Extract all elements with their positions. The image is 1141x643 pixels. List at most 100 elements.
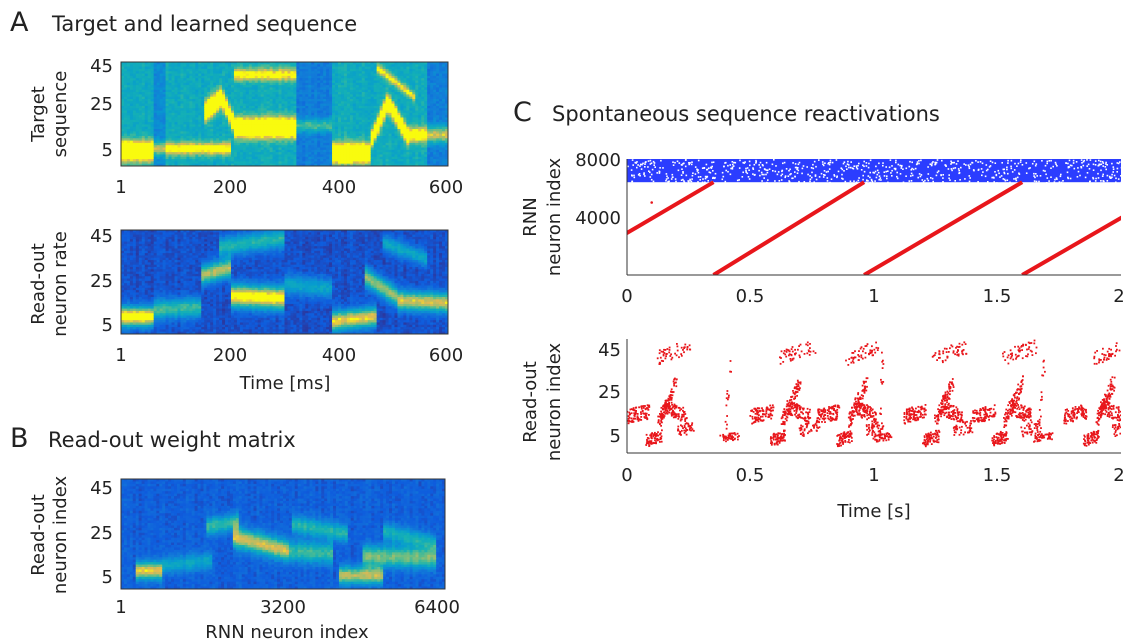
- heatmap-cell: [132, 115, 137, 119]
- heatmap-cell: [126, 85, 131, 89]
- heatmap-cell: [195, 71, 199, 75]
- heatmap-cell: [379, 85, 384, 89]
- heatmap-cell: [183, 115, 187, 119]
- heatmap-cell: [418, 115, 422, 119]
- heatmap-cell: [180, 62, 185, 65]
- heatmap-cell: [391, 103, 396, 107]
- heatmap-cell: [311, 108, 315, 112]
- heatmap-cell: [242, 163, 247, 166]
- heatmap-cell: [222, 112, 226, 116]
- heatmap-cell: [358, 75, 363, 79]
- heatmap-cell: [338, 133, 342, 137]
- heatmap-cell: [180, 101, 185, 105]
- heatmap-cell: [159, 66, 164, 70]
- heatmap-cell: [415, 115, 419, 119]
- heatmap-cell: [153, 64, 158, 68]
- heatmap-cell: [415, 119, 419, 123]
- heatmap-cell: [153, 108, 158, 112]
- heatmap-cell: [302, 133, 306, 137]
- heatmap-cell: [323, 122, 327, 125]
- heatmap-cell: [266, 119, 271, 123]
- heatmap-cell: [388, 147, 393, 151]
- heatmap-cell: [329, 117, 333, 121]
- heatmap-cell: [406, 96, 410, 100]
- heatmap-cell: [382, 78, 387, 82]
- heatmap-cell: [269, 126, 274, 130]
- heatmap-cell: [388, 82, 393, 86]
- heatmap-cell: [338, 103, 342, 107]
- heatmap-cell: [418, 149, 422, 153]
- heatmap-cell: [251, 115, 256, 119]
- heatmap-cell: [260, 73, 265, 77]
- heatmap-cell: [403, 152, 407, 156]
- heatmap-cell: [320, 152, 324, 156]
- heatmap-cell: [141, 159, 146, 162]
- heatmap-cell: [121, 234, 125, 238]
- heatmap-cell: [162, 68, 167, 72]
- heatmap-cell: [135, 161, 140, 165]
- heatmap-cell: [379, 133, 384, 137]
- heatmap-cell: [186, 161, 190, 165]
- heatmap-cell: [263, 89, 268, 93]
- heatmap-cell: [349, 108, 354, 112]
- heatmap-cell: [355, 78, 360, 82]
- heatmap-cell: [272, 82, 277, 86]
- heatmap-cell: [228, 68, 232, 72]
- heatmap-cell: [433, 115, 437, 119]
- heatmap-cell: [364, 87, 369, 91]
- heatmap-cell: [299, 105, 303, 109]
- heatmap-cell: [245, 105, 250, 109]
- heatmap-cell: [121, 283, 125, 287]
- heatmap-cell: [305, 66, 309, 70]
- heatmap-cell: [445, 135, 448, 139]
- heatmap-cell: [201, 156, 205, 160]
- heatmap-cell: [254, 92, 259, 95]
- heatmap-cell: [424, 73, 428, 77]
- heatmap-cell: [311, 133, 315, 137]
- heatmap-cell: [219, 131, 223, 135]
- heatmap-cell: [156, 122, 161, 125]
- heatmap-cell: [433, 66, 437, 70]
- heatmap-cell: [421, 62, 425, 65]
- heatmap-cell: [373, 94, 378, 98]
- heatmap-cell: [293, 80, 297, 84]
- heatmap-cell: [263, 66, 268, 70]
- heatmap-cell: [379, 163, 384, 166]
- heatmap-cell: [409, 154, 413, 158]
- heatmap-cell: [332, 124, 336, 128]
- heatmap-cell: [257, 147, 262, 151]
- heatmap-cell: [153, 129, 158, 132]
- heatmap-cell: [421, 131, 425, 135]
- heatmap-cell: [213, 156, 217, 160]
- heatmap-cell: [367, 82, 372, 86]
- heatmap-cell: [132, 119, 137, 123]
- heatmap-cell: [370, 62, 375, 65]
- heatmap-cell: [367, 135, 372, 139]
- heatmap-cell: [219, 101, 223, 105]
- heatmap-cell: [147, 163, 152, 166]
- heatmap-cell: [168, 112, 173, 116]
- heatmap-cell: [263, 110, 268, 114]
- heatmap-cell: [239, 110, 244, 114]
- heatmap-cell: [189, 122, 193, 125]
- heatmap-cell: [409, 89, 413, 93]
- heatmap-cell: [278, 108, 283, 112]
- heatmap-cell: [299, 71, 303, 75]
- heatmap-cell: [263, 105, 268, 109]
- heatmap-cell: [201, 154, 205, 158]
- heatmap-cell: [296, 73, 300, 77]
- heatmap-cell: [230, 156, 235, 160]
- heatmap-cell: [311, 80, 315, 84]
- heatmap-cell: [320, 85, 324, 89]
- heatmap-cell: [159, 163, 164, 166]
- heatmap-cell: [121, 75, 125, 79]
- heatmap-cell: [442, 115, 446, 119]
- heatmap-cell: [278, 133, 283, 137]
- heatmap-cell: [129, 66, 134, 70]
- heatmap-cell: [121, 253, 125, 257]
- heatmap-cell: [400, 89, 405, 93]
- heatmap-cell: [222, 126, 226, 130]
- heatmap-cell: [260, 138, 265, 142]
- heatmap-cell: [436, 163, 440, 166]
- heatmap-cell: [290, 131, 295, 135]
